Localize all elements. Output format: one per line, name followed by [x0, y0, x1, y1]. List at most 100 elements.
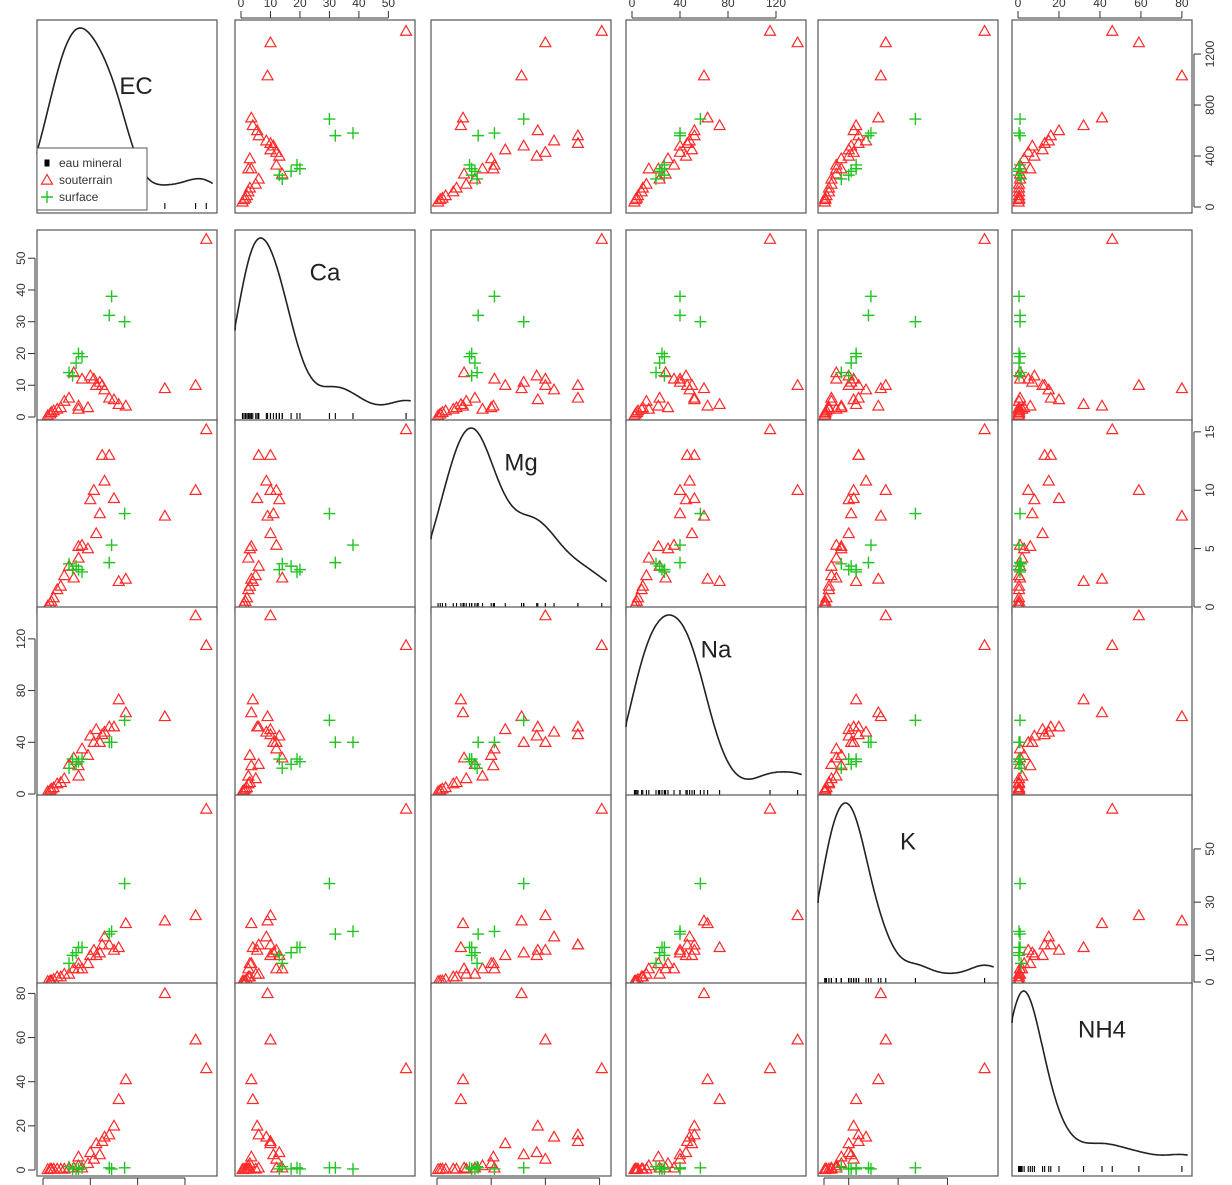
point-souterrain: [475, 769, 490, 781]
point-souterrain: [842, 526, 856, 539]
panel-frame: [430, 419, 612, 614]
point-surface: [347, 925, 359, 938]
point-souterrain: [685, 378, 699, 390]
point-souterrain: [547, 930, 561, 942]
point-souterrain: [651, 1150, 665, 1162]
point-souterrain: [246, 118, 260, 131]
panel-Na-Mg: [430, 606, 612, 801]
point-souterrain: [829, 402, 843, 414]
point-surface: [103, 736, 116, 749]
point-souterrain: [243, 181, 257, 193]
point-souterrain: [1036, 378, 1050, 390]
point-souterrain: [475, 162, 490, 174]
point-souterrain: [244, 539, 258, 552]
point-souterrain: [685, 142, 699, 155]
panel-frame: [625, 229, 807, 424]
panel-frame: [234, 606, 416, 801]
point-souterrain: [87, 1152, 101, 1164]
point-surface: [862, 556, 875, 569]
point-surface: [909, 315, 922, 328]
point-surface: [105, 539, 118, 552]
point-souterrain: [1012, 969, 1026, 982]
point-souterrain: [538, 1033, 552, 1045]
point-souterrain: [1052, 720, 1066, 732]
point-souterrain: [842, 149, 856, 161]
axis-top-Na: 0 40 80 120: [629, 0, 786, 19]
point-souterrain: [446, 1162, 460, 1174]
variable-label-NH4: NH4: [1078, 1017, 1126, 1044]
point-surface: [276, 1160, 289, 1173]
panel-Mg-Mg: Mg: [430, 419, 612, 614]
tick-label: 20: [293, 0, 307, 10]
point-souterrain: [661, 541, 675, 554]
point-souterrain: [468, 967, 482, 979]
point-souterrain: [667, 961, 681, 974]
point-souterrain: [263, 608, 278, 621]
point-souterrain: [1027, 149, 1041, 161]
point-souterrain: [269, 158, 283, 170]
point-souterrain: [530, 369, 544, 381]
point-souterrain: [713, 118, 727, 131]
point-souterrain: [259, 474, 273, 486]
tick-label: 120: [766, 0, 786, 10]
point-souterrain: [685, 1136, 699, 1149]
point-souterrain: [847, 483, 861, 495]
tick-label: 800: [1203, 95, 1217, 115]
legend: eau mineral souterrain surface: [36, 147, 148, 211]
panel-frame: [36, 982, 218, 1177]
point-surface: [1014, 309, 1027, 322]
point-souterrain: [1013, 167, 1027, 179]
point-souterrain: [459, 967, 473, 979]
point-surface: [862, 309, 875, 322]
point-souterrain: [89, 526, 103, 539]
axis-right-Mg: 0 5 10 15: [1193, 425, 1217, 610]
point-surface: [1013, 127, 1026, 140]
point-surface: [293, 563, 306, 576]
point-surface: [471, 762, 484, 775]
panel-NH4-K: [817, 982, 999, 1177]
point-surface: [674, 556, 686, 569]
point-souterrain: [1027, 492, 1041, 505]
point-souterrain: [763, 24, 777, 36]
point-souterrain: [439, 188, 453, 201]
point-surface: [293, 162, 306, 175]
point-surface: [650, 557, 662, 570]
point-souterrain: [399, 422, 413, 435]
point-surface: [105, 1162, 118, 1175]
density-curve-K: [817, 802, 994, 975]
point-souterrain: [1023, 162, 1037, 174]
point-souterrain: [189, 483, 203, 495]
point-surface: [273, 563, 286, 576]
point-souterrain: [713, 574, 727, 587]
axis-left-NH4: 0 20 40 60 80: [14, 986, 36, 1173]
point-souterrain: [93, 506, 107, 519]
panel-frame: [817, 982, 999, 1177]
point-souterrain: [1012, 191, 1026, 203]
point-souterrain: [1095, 916, 1109, 929]
point-souterrain: [244, 758, 258, 771]
point-souterrain: [456, 916, 470, 929]
point-souterrain: [1132, 608, 1146, 621]
point-souterrain: [517, 375, 531, 387]
point-surface: [323, 113, 336, 126]
tick-label: 30: [1203, 895, 1217, 909]
panel-EC-Na: [625, 19, 807, 214]
point-souterrain: [834, 539, 848, 552]
point-souterrain: [635, 402, 649, 414]
point-surface: [656, 941, 668, 954]
panel-NH4-Ca: [234, 982, 416, 1177]
legend-label: souterrain: [59, 173, 112, 187]
point-surface: [468, 946, 481, 959]
point-souterrain: [240, 780, 254, 793]
tick-label: 20: [14, 346, 28, 360]
point-souterrain: [852, 720, 866, 732]
point-surface: [273, 1162, 286, 1175]
point-souterrain: [75, 372, 89, 384]
tick-label: 60: [14, 1031, 28, 1045]
point-souterrain: [834, 399, 848, 411]
point-souterrain: [1036, 948, 1050, 961]
panel-NH4-Mg: [430, 982, 612, 1177]
point-souterrain: [439, 780, 453, 793]
point-souterrain: [1077, 397, 1091, 410]
point-souterrain: [636, 181, 650, 193]
